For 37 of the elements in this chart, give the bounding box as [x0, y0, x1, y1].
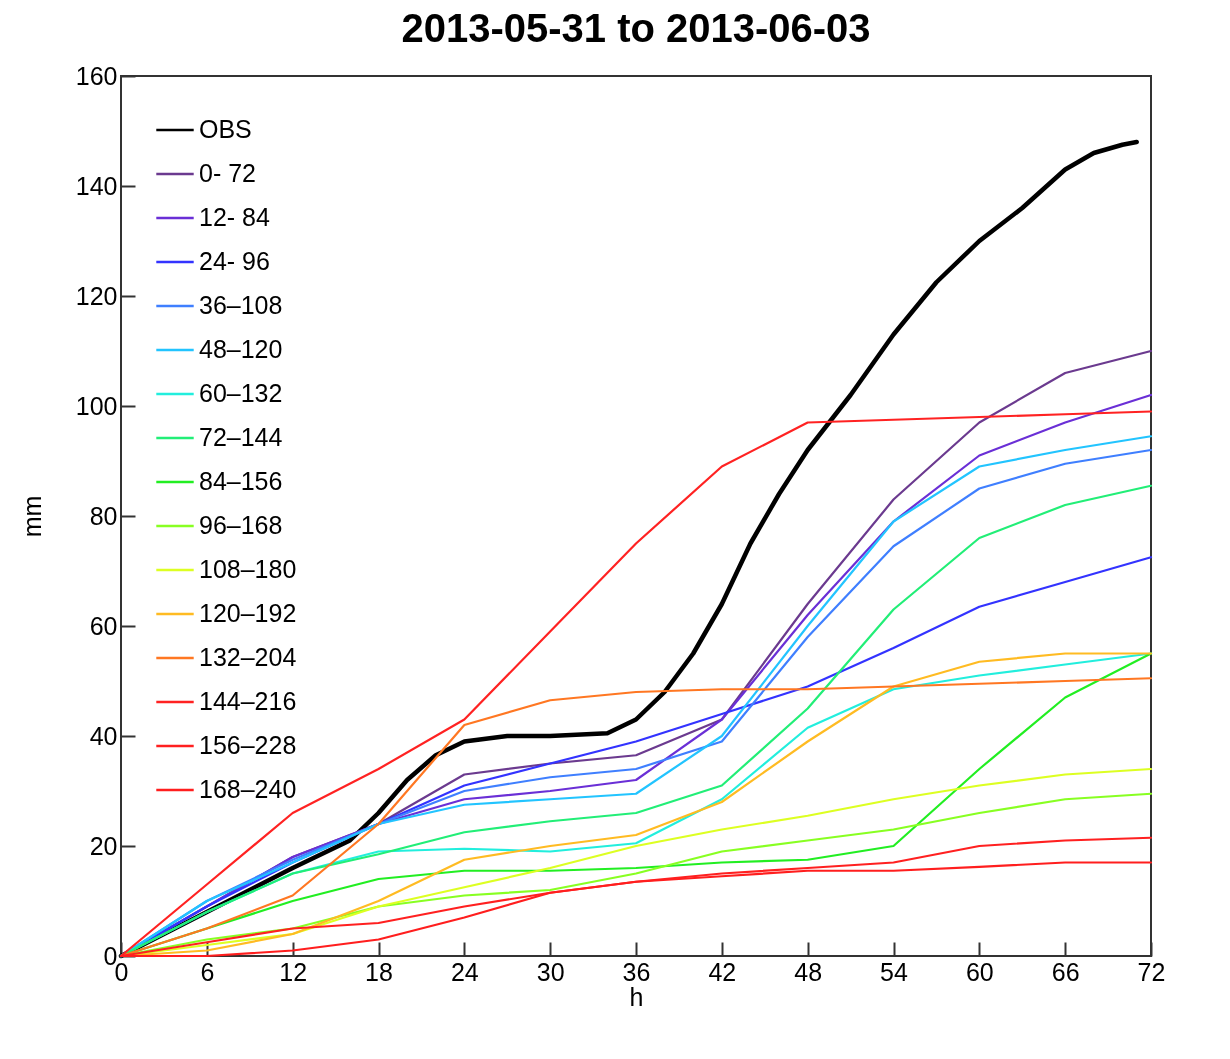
legend-label: 36–108: [199, 291, 283, 319]
y-axis-title: mm: [17, 495, 46, 538]
legend-label: 48–120: [199, 335, 283, 363]
y-tick-label: 40: [89, 721, 118, 750]
y-tick-label: 100: [75, 391, 118, 420]
chart-title: 2013-05-31 to 2013-06-03: [401, 6, 871, 50]
x-tick-label: 54: [880, 957, 908, 986]
legend-label: 72–144: [199, 423, 283, 451]
legend-label: 60–132: [199, 379, 283, 407]
legend-label: 96–168: [199, 511, 283, 539]
y-tick-label: 60: [89, 611, 118, 640]
legend-label: 144–216: [199, 687, 297, 715]
y-tick-label: 140: [75, 171, 118, 200]
x-tick-label: 30: [536, 957, 565, 986]
x-tick-label: 6: [200, 957, 215, 986]
x-tick-label: 66: [1051, 957, 1080, 986]
legend-label: 108–180: [199, 555, 297, 583]
legend-label: 84–156: [199, 467, 283, 495]
x-tick-label: 48: [794, 957, 823, 986]
legend-label: 24- 96: [199, 247, 270, 275]
x-tick-label: 18: [365, 957, 393, 986]
legend-label: OBS: [199, 115, 252, 143]
legend-label: 12- 84: [199, 203, 270, 231]
x-tick-label: 60: [965, 957, 994, 986]
y-tick-label: 80: [89, 501, 118, 530]
x-tick-label: 24: [450, 957, 479, 986]
x-tick-label: 72: [1137, 957, 1166, 986]
x-tick-label: 12: [279, 957, 308, 986]
legend-label: 132–204: [199, 643, 297, 671]
y-tick-label: 20: [89, 831, 118, 860]
legend-label: 156–228: [199, 731, 297, 759]
legend-label: 168–240: [199, 775, 297, 803]
y-tick-label: 160: [75, 61, 118, 90]
x-tick-label: 42: [708, 957, 737, 986]
legend-label: 120–192: [199, 599, 297, 627]
legend-label: 0- 72: [199, 159, 256, 187]
y-tick-label: 120: [75, 281, 118, 310]
